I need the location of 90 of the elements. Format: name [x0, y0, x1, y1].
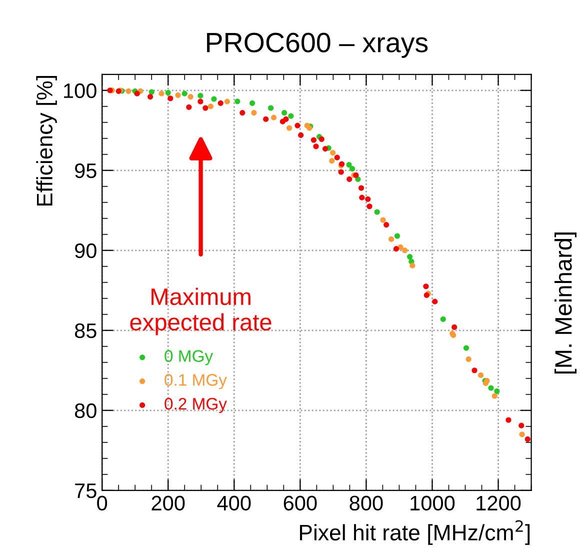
point	[472, 368, 478, 374]
point	[134, 90, 140, 96]
point	[234, 98, 240, 104]
point	[329, 158, 335, 164]
point	[283, 116, 289, 122]
x-axis-title: Pixel hit rate [MHz/cm$^{2}$]	[300, 520, 530, 545]
x-tick-label: 1200	[476, 496, 521, 511]
point	[298, 132, 304, 138]
point	[202, 105, 208, 111]
point	[423, 284, 429, 290]
point	[358, 185, 364, 191]
point	[519, 432, 525, 438]
point	[524, 436, 530, 442]
text: [M. Meinhard]	[554, 232, 577, 374]
point	[440, 316, 446, 322]
point	[394, 233, 400, 239]
point	[393, 246, 400, 252]
legend-label: 0.2 MGy	[164, 398, 227, 413]
y-tick-label: 75	[75, 484, 96, 498]
point	[518, 422, 524, 428]
point	[402, 248, 408, 254]
point	[365, 196, 371, 202]
point	[198, 92, 204, 98]
y-tick-label: 85	[74, 323, 96, 338]
point	[338, 169, 344, 175]
point	[366, 204, 372, 210]
y-tick-label: 80	[74, 403, 96, 418]
point	[224, 98, 230, 104]
point	[148, 89, 154, 95]
point	[330, 150, 336, 156]
point	[463, 345, 470, 351]
y-tick-label: 90	[75, 243, 96, 258]
point	[188, 94, 194, 100]
point	[251, 110, 257, 116]
point	[407, 254, 413, 260]
point	[158, 90, 164, 96]
point	[126, 88, 132, 94]
point	[384, 222, 390, 228]
point	[282, 110, 288, 116]
point	[168, 96, 174, 102]
point	[380, 217, 386, 223]
point	[334, 154, 340, 160]
point	[263, 116, 269, 122]
y-axis-title: Efficiency [%]	[36, 76, 57, 206]
point	[240, 110, 246, 116]
point	[350, 166, 356, 172]
point	[294, 122, 300, 128]
point	[186, 104, 192, 110]
point	[211, 96, 217, 102]
point	[492, 393, 498, 399]
chart-title: PROC600 – xrays	[207, 32, 428, 58]
y-tick-label: 100	[64, 83, 96, 98]
point	[452, 324, 458, 330]
point	[313, 144, 319, 150]
point	[198, 98, 204, 104]
point	[175, 92, 181, 98]
x-tick-label: 400	[217, 496, 251, 511]
point	[432, 298, 438, 304]
legend-label: 0.1 MGy	[164, 374, 227, 390]
y-tick-label: 95	[75, 163, 96, 178]
point	[466, 356, 472, 362]
point	[478, 372, 484, 378]
x-tick-label: 800	[350, 496, 383, 511]
point	[322, 146, 328, 152]
point	[310, 137, 316, 143]
point	[182, 90, 188, 96]
x-tick-label: 600	[284, 496, 317, 511]
point	[494, 388, 500, 394]
point	[388, 236, 394, 242]
point	[208, 104, 214, 110]
x-tick-label: 1000	[410, 496, 455, 511]
annotation: Maximum expected rate	[130, 288, 272, 336]
point	[346, 176, 352, 182]
point	[148, 94, 154, 100]
legend-label: 0 MGy	[164, 350, 214, 366]
point	[270, 114, 277, 120]
point	[506, 417, 512, 423]
point	[250, 100, 256, 106]
point	[218, 100, 224, 106]
point	[165, 90, 171, 96]
point	[374, 209, 380, 215]
x-tick-label: 0	[97, 496, 108, 511]
point	[488, 385, 494, 391]
x-tick-label: 200	[152, 496, 185, 511]
point	[288, 113, 294, 119]
point	[359, 194, 365, 200]
point	[268, 105, 274, 111]
point	[286, 125, 292, 131]
point	[410, 262, 416, 268]
point	[346, 162, 352, 168]
